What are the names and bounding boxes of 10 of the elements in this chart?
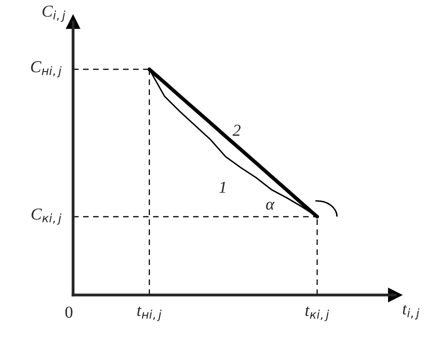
x-tick-label: t$_{нi,j}$ xyxy=(137,306,162,322)
ref-line-label: C$_{кi,j}$ xyxy=(32,208,62,225)
x-axis-title: t$_{i,j}$ xyxy=(402,304,420,320)
x-tick-label: t$_{кi,j}$ xyxy=(305,306,330,322)
y-axis-title: C$_{i,j}$ xyxy=(42,6,66,22)
series-label: 1 xyxy=(219,182,226,193)
series-label: 2 xyxy=(232,124,241,136)
x-tick-label: 0 xyxy=(65,306,72,318)
ref-line-label: C$_{нi,j}$ xyxy=(31,61,62,78)
annotation: α xyxy=(266,202,275,210)
